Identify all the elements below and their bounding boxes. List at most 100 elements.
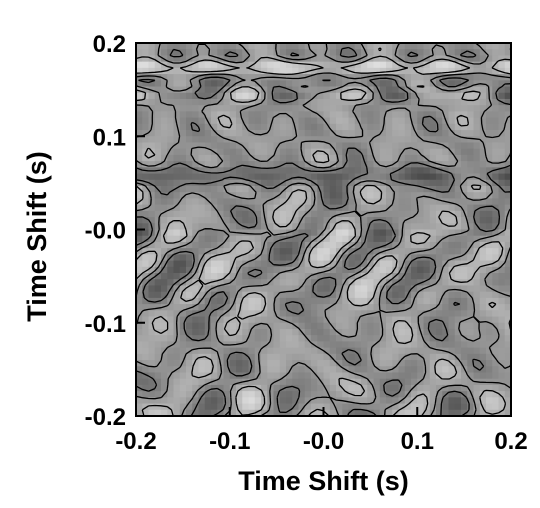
heatmap-cell: [417, 397, 424, 404]
heatmap-cell: [373, 173, 381, 181]
heatmap-cell: [223, 111, 231, 118]
heatmap-cell: [267, 179, 274, 187]
heatmap-cell: [173, 384, 181, 392]
heatmap-cell: [142, 304, 149, 311]
heatmap-cell: [461, 198, 468, 206]
heatmap-cell: [154, 123, 162, 131]
heatmap-cell: [361, 273, 368, 280]
heatmap-cell: [498, 142, 506, 150]
heatmap-cell: [423, 74, 431, 81]
heatmap-cell: [223, 74, 231, 81]
heatmap-cell: [242, 198, 249, 206]
heatmap-cell: [223, 142, 231, 150]
heatmap-cell: [392, 123, 399, 131]
heatmap-cell: [154, 347, 162, 355]
heatmap-cell: [342, 92, 349, 100]
heatmap-cell: [442, 179, 449, 187]
heatmap-cell: [336, 235, 343, 243]
heatmap-cell: [173, 403, 181, 411]
heatmap-cell: [311, 92, 318, 100]
heatmap-cell: [173, 397, 181, 404]
heatmap-cell: [311, 285, 318, 293]
heatmap-cell: [161, 384, 168, 392]
heatmap-cell: [336, 148, 343, 156]
heatmap-cell: [392, 173, 399, 181]
heatmap-cell: [229, 409, 237, 417]
heatmap-cell: [479, 67, 487, 75]
heatmap-cell: [429, 210, 437, 218]
heatmap-cell: [267, 254, 274, 261]
heatmap-cell: [142, 378, 149, 386]
heatmap-cell: [398, 353, 406, 361]
heatmap-cell: [448, 341, 456, 349]
heatmap-cell: [292, 192, 299, 199]
heatmap-cell: [423, 111, 431, 118]
heatmap-cell: [229, 111, 237, 118]
heatmap-cell: [204, 378, 212, 386]
heatmap-cell: [217, 229, 224, 237]
heatmap-cell: [223, 353, 231, 361]
heatmap-cell: [279, 304, 287, 311]
heatmap-cell: [348, 241, 356, 249]
heatmap-cell: [198, 378, 206, 386]
heatmap-cell: [411, 148, 418, 156]
heatmap-cell: [286, 198, 293, 206]
heatmap-cell: [461, 266, 468, 274]
heatmap-cell: [479, 217, 487, 224]
heatmap-cell: [248, 360, 256, 367]
heatmap-cell: [217, 130, 224, 137]
heatmap-cell: [236, 161, 243, 168]
heatmap-cell: [492, 217, 499, 224]
heatmap-cell: [173, 55, 181, 63]
heatmap-cell: [136, 241, 143, 249]
heatmap-cell: [217, 378, 224, 386]
heatmap-cell: [354, 61, 362, 69]
heatmap-cell: [292, 341, 299, 349]
heatmap-cell: [292, 148, 299, 156]
heatmap-cell: [304, 154, 312, 162]
heatmap-cell: [161, 210, 168, 218]
heatmap-cell: [311, 260, 318, 268]
heatmap-cell: [392, 384, 399, 392]
heatmap-cell: [361, 80, 368, 87]
heatmap-cell: [411, 341, 418, 349]
heatmap-cell: [373, 223, 381, 230]
heatmap-cell: [292, 316, 299, 324]
heatmap-cell: [361, 316, 368, 324]
heatmap-cell: [236, 148, 243, 156]
heatmap-cell: [492, 366, 499, 373]
heatmap-cell: [336, 273, 343, 280]
heatmap-cell: [498, 254, 506, 261]
heatmap-cell: [279, 378, 287, 386]
heatmap-cell: [329, 335, 337, 342]
heatmap-cell: [479, 43, 487, 50]
heatmap-cell: [242, 279, 249, 286]
heatmap-cell: [404, 111, 412, 118]
heatmap-cell: [492, 130, 499, 137]
heatmap-cell: [442, 372, 449, 380]
heatmap-cell: [454, 360, 462, 367]
heatmap-cell: [473, 366, 481, 373]
heatmap-cell: [379, 117, 387, 125]
heatmap-cell: [223, 179, 231, 187]
heatmap-cell: [379, 297, 387, 305]
heatmap-cell: [142, 55, 149, 63]
heatmap-cell: [392, 161, 399, 168]
heatmap-cell: [211, 130, 218, 137]
heatmap-cell: [298, 105, 306, 112]
heatmap-cell: [167, 403, 174, 411]
heatmap-cell: [154, 130, 162, 137]
heatmap-cell: [273, 192, 281, 199]
heatmap-cell: [192, 43, 199, 50]
heatmap-cell: [461, 55, 468, 63]
heatmap-cell: [136, 254, 143, 261]
heatmap-cell: [323, 273, 331, 280]
heatmap-cell: [204, 198, 212, 206]
heatmap-cell: [417, 86, 424, 94]
heatmap-cell: [498, 285, 506, 293]
heatmap-cell: [311, 142, 318, 150]
heatmap-cell: [417, 173, 424, 181]
heatmap-cell: [273, 130, 281, 137]
heatmap-cell: [342, 310, 349, 317]
heatmap-cell: [142, 61, 149, 69]
